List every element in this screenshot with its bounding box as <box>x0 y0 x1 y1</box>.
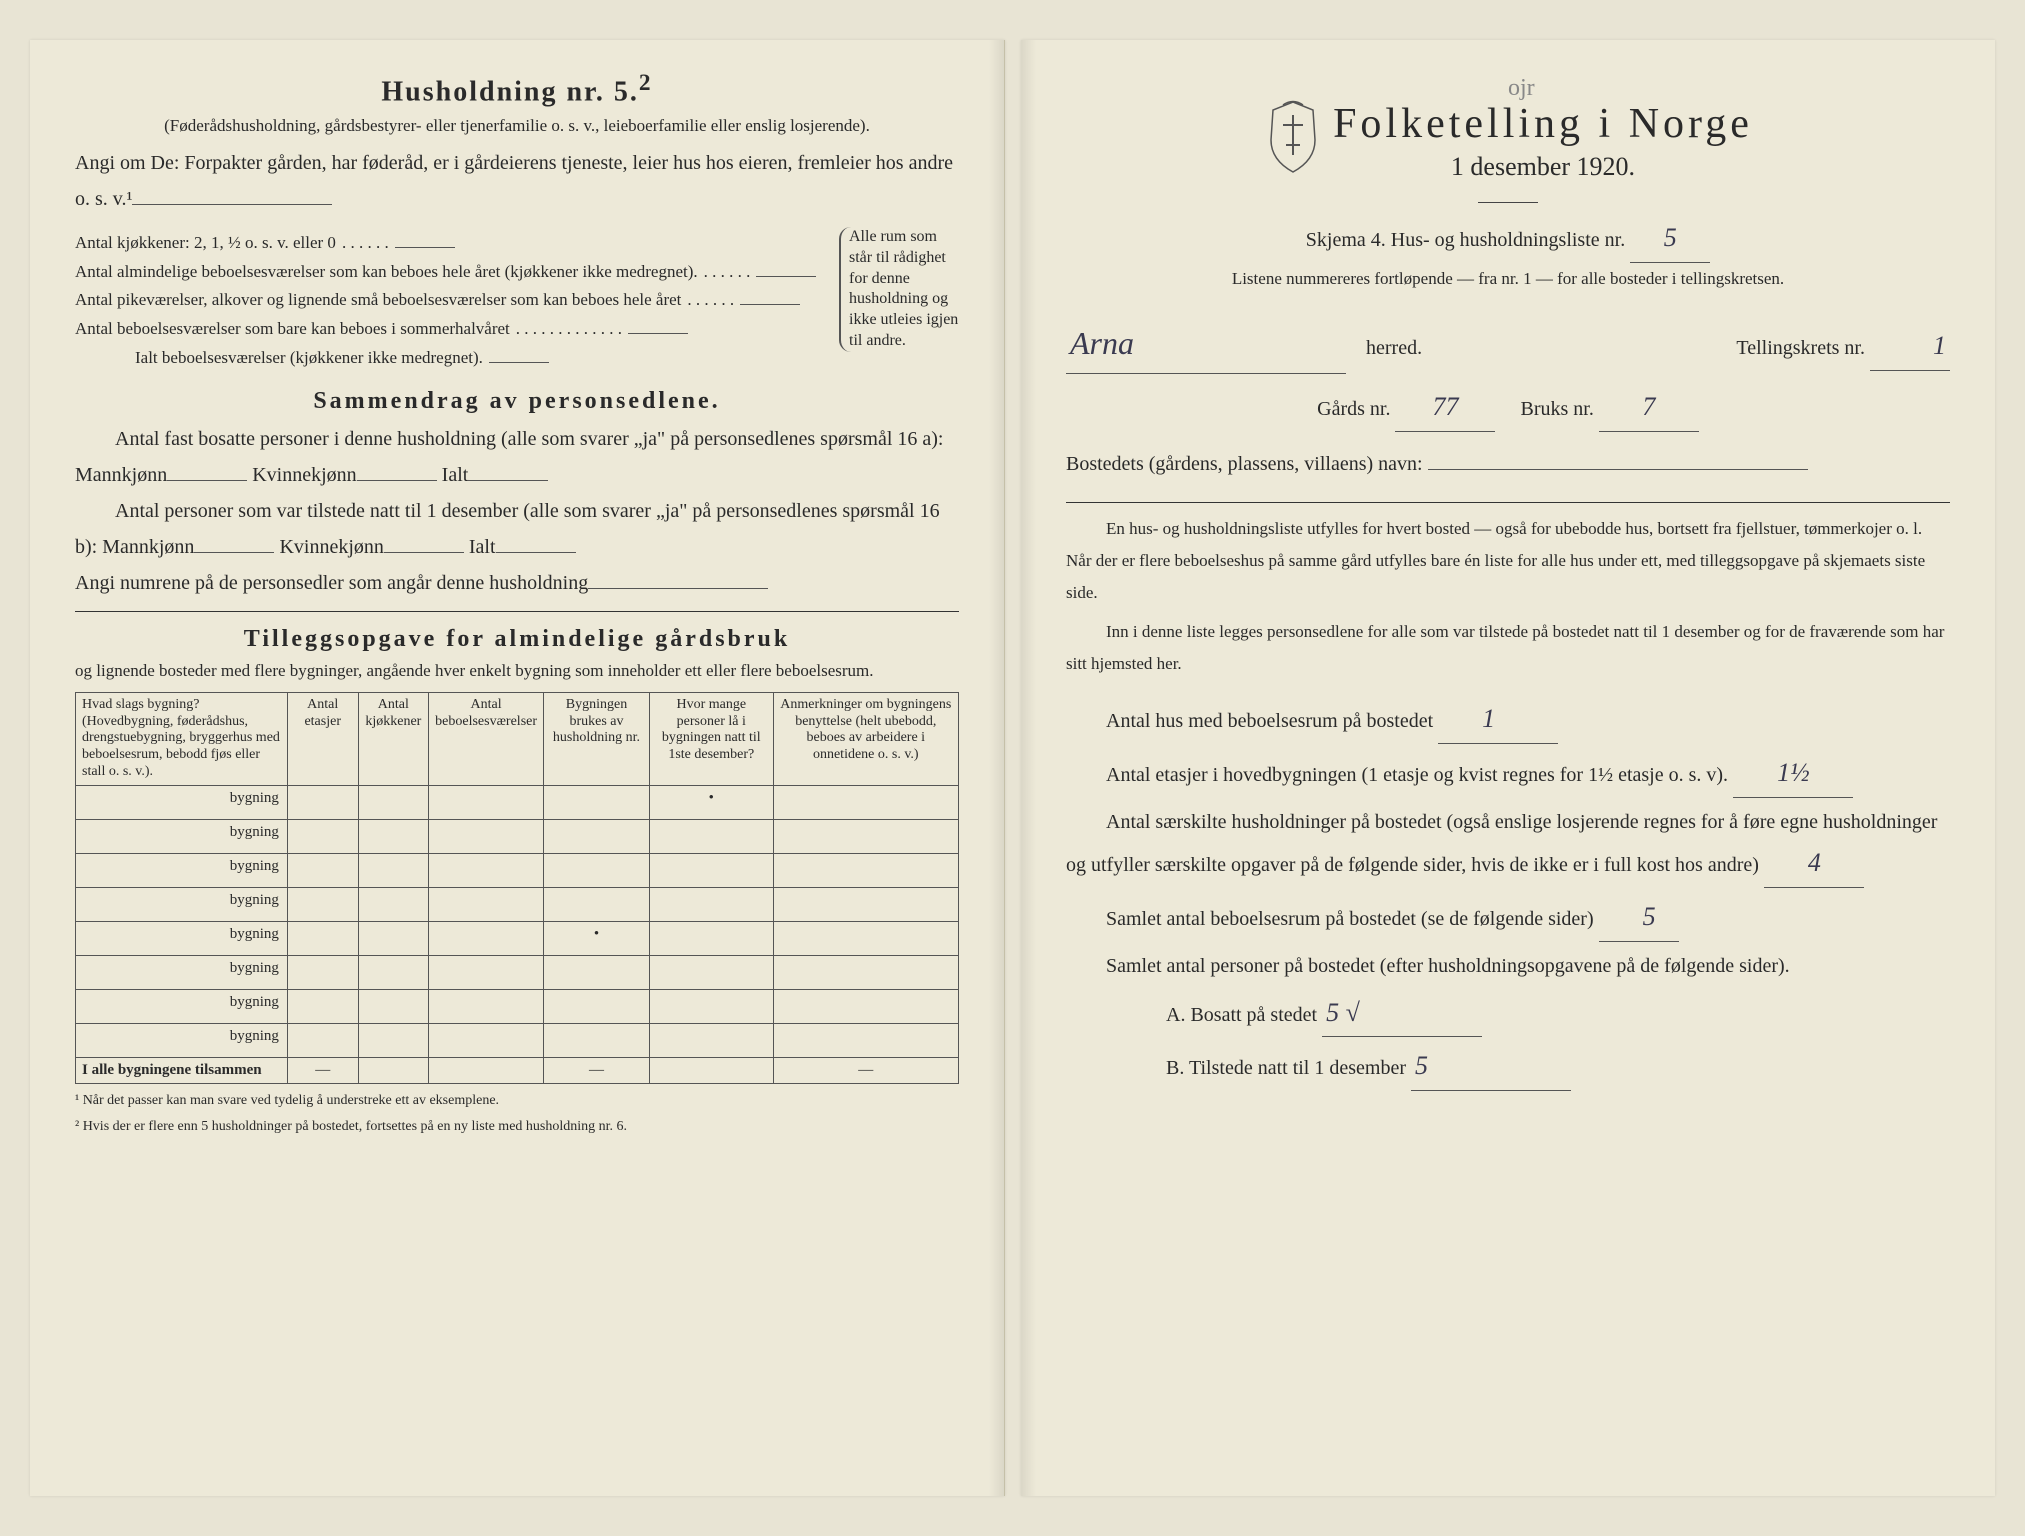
heading-subtitle-1: (Føderådshusholdning, gårdsbestyrer- ell… <box>75 114 959 139</box>
th-etasjer: Antal etasjer <box>287 692 358 785</box>
bosted-row: Bostedets (gårdens, plassens, villaens) … <box>1066 446 1950 482</box>
tillegg-sub: og lignende bosteder med flere bygninger… <box>75 659 959 684</box>
para-2: Inn i denne liste legges personsedlene f… <box>1066 616 1950 681</box>
summary-heading: Sammendrag av personsedlene. <box>75 388 959 415</box>
pencil-mark: ojr <box>1508 75 1535 102</box>
skjema-line: Skjema 4. Hus- og husholdningsliste nr. … <box>1066 215 1950 263</box>
q3: Antal særskilte husholdninger på bostede… <box>1066 804 1950 888</box>
household-heading: Husholdning nr. 5.2 <box>75 70 959 108</box>
list-note: Listene nummereres fortløpende — fra nr.… <box>1066 267 1950 292</box>
heading-subtitle-2: Angi om De: Forpakter gården, har føderå… <box>75 145 959 217</box>
q5b: B. Tilstede natt til 1 desember 5 <box>1166 1043 1950 1091</box>
q5: Samlet antal personer på bostedet (efter… <box>1066 948 1950 984</box>
title-row: Folketelling i Norge 1 desember 1920. <box>1066 90 1950 190</box>
tillegg-heading: Tilleggsopgave for almindelige gårdsbruk <box>75 626 959 653</box>
summary-block: Antal fast bosatte personer i denne hush… <box>75 421 959 601</box>
herred-row: Arna herred. Tellingskrets nr. 1 <box>1066 315 1950 374</box>
th-beboelse: Antal beboelsesværelser <box>429 692 544 785</box>
left-page: Husholdning nr. 5.2 (Føderådshusholdning… <box>30 40 1005 1496</box>
date-subtitle: 1 desember 1920. <box>1333 152 1753 182</box>
q1: Antal hus med beboelsesrum på bostedet 1 <box>1066 696 1950 744</box>
th-anmerk: Anmerkninger om bygningens benyttelse (h… <box>773 692 958 785</box>
rooms-block: Antal kjøkkener: 2, 1, ½ o. s. v. eller … <box>75 227 829 374</box>
th-brukes: Bygningen brukes av husholdning nr. <box>544 692 650 785</box>
th-kjokken: Antal kjøkkener <box>358 692 429 785</box>
para-1: En hus- og husholdningsliste utfylles fo… <box>1066 513 1950 610</box>
q5a: A. Bosatt på stedet 5 √ <box>1166 990 1950 1038</box>
brace-note: Alle rum som står til rådighet for denne… <box>839 227 959 352</box>
footnote-2: ² Hvis der er flere enn 5 husholdninger … <box>75 1118 959 1136</box>
right-page: ojr Folketelling i Norge 1 desember 1920… <box>1021 40 1995 1496</box>
bygning-table: Hvad slags bygning? (Hovedbygning, føder… <box>75 692 959 1084</box>
th-personer: Hvor mange personer lå i bygningen natt … <box>649 692 773 785</box>
coat-of-arms-icon <box>1263 100 1323 180</box>
q2: Antal etasjer i hovedbygningen (1 etasje… <box>1066 750 1950 798</box>
footnote-1: ¹ Når det passer kan man svare ved tydel… <box>75 1092 959 1110</box>
main-title: Folketelling i Norge <box>1333 100 1753 148</box>
q4: Samlet antal beboelsesrum på bostedet (s… <box>1066 894 1950 942</box>
th-bygning: Hvad slags bygning? (Hovedbygning, føder… <box>76 692 288 785</box>
gards-row: Gårds nr. 77 Bruks nr. 7 <box>1066 384 1950 432</box>
